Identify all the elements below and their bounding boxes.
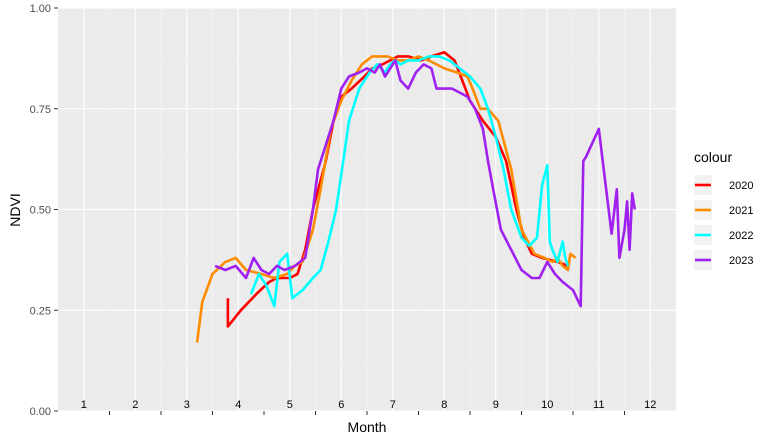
y-axis-tick-labels: 0.00 0.25 0.50 0.75 1.00 (30, 3, 58, 418)
series-line-2022 (249, 55, 570, 308)
x-axis-title: Month (348, 419, 387, 435)
legend-label-2021: 2021 (729, 205, 753, 217)
legend-label-2023: 2023 (729, 255, 753, 267)
y-tick-label: 0.25 (30, 305, 51, 317)
x-axis-tick-labels: 1 2 3 4 5 6 7 8 9 10 11 12 (81, 399, 656, 415)
x-tick-label: 6 (338, 399, 344, 411)
x-tick-label: 9 (493, 399, 499, 411)
series-line-2021 (195, 55, 577, 343)
x-tick-label: 12 (644, 399, 656, 411)
y-tick-label: 0.50 (30, 205, 51, 217)
x-tick-label: 11 (593, 399, 604, 411)
x-tick-label: 4 (235, 399, 241, 411)
x-tick-label: 7 (390, 399, 396, 411)
x-tick-label: 1 (81, 399, 87, 411)
y-axis-title: NDVI (7, 193, 23, 226)
x-tick-label: 3 (184, 399, 190, 411)
legend-title: colour (694, 149, 732, 165)
y-tick-label: 1.00 (30, 3, 51, 15)
legend-label-2020: 2020 (729, 180, 753, 192)
legend: colour 2020 2021 2022 2023 (694, 149, 753, 270)
x-tick-label: 8 (441, 399, 447, 411)
series-line-2023 (214, 59, 637, 308)
legend-label-2022: 2022 (729, 230, 753, 242)
x-tick-label: 2 (132, 399, 138, 411)
y-tick-label: 0.75 (30, 104, 51, 116)
y-tick-label: 0.00 (30, 406, 51, 418)
series-lines (195, 50, 637, 343)
x-tick-label: 10 (541, 399, 553, 411)
x-tick-label: 5 (287, 399, 293, 411)
series-line-2020 (226, 50, 569, 328)
